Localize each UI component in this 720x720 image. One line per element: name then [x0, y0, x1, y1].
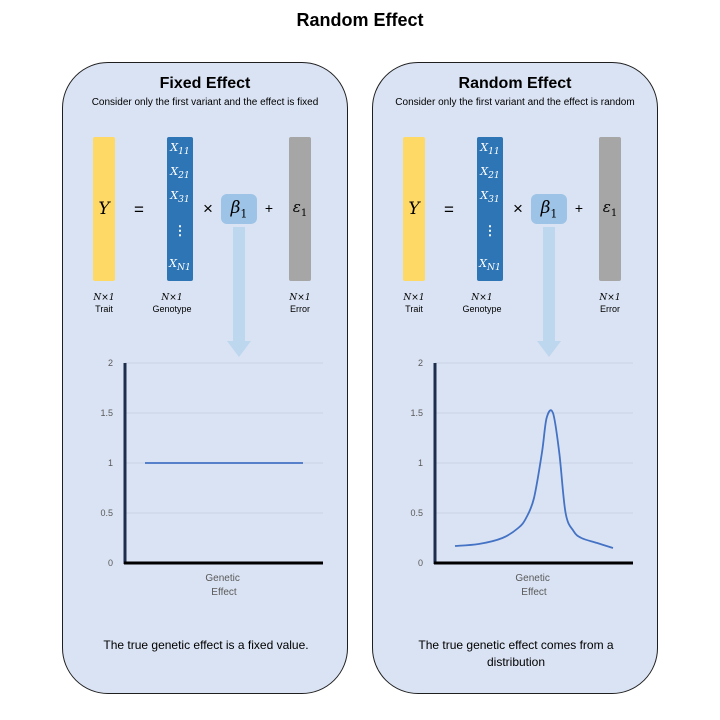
fixed-effect-panel: Fixed Effect Consider only the first var… [62, 62, 348, 694]
genotype-entry: X21 [170, 165, 190, 182]
trait-dimension: N×1 Trait [403, 293, 425, 314]
genotype-entry: X31 [170, 189, 190, 206]
plus-sign: + [574, 200, 584, 216]
genotype-entry: X11 [480, 141, 500, 158]
genotype-bar: X11 X21 X31 ⋮ XN1 [477, 137, 503, 281]
y-tick-label: 2 [108, 358, 113, 368]
panel-caption: The true genetic effect is a fixed value… [103, 638, 309, 652]
beta-box [531, 194, 567, 224]
equals-sign: = [134, 200, 144, 219]
beta-symbol: β1 [540, 198, 558, 221]
trait-bar [93, 137, 115, 281]
genotype-ellipsis: ⋮ [483, 223, 497, 238]
effect-chart: 0 0.5 1 1.5 2 Genetic Effect [410, 358, 633, 598]
page-title: Random Effect [296, 10, 424, 30]
x-axis-label: Genetic Effect [515, 573, 552, 598]
error-dimension: N×1 Error [289, 293, 311, 314]
error-symbol: ε1 [602, 198, 618, 219]
genotype-entry: XN1 [169, 257, 191, 274]
trait-symbol: Y [408, 199, 420, 219]
genotype-entry: X21 [480, 165, 500, 182]
trait-symbol: Y [98, 199, 110, 219]
equals-sign: = [444, 200, 454, 219]
genotype-ellipsis: ⋮ [173, 223, 187, 238]
plus-sign: + [264, 200, 274, 216]
y-tick-label: 1 [108, 458, 113, 468]
times-sign: × [203, 199, 213, 218]
y-tick-label: 0 [108, 558, 113, 568]
error-bar [289, 137, 311, 281]
genotype-entry: X31 [480, 189, 500, 206]
down-arrow-icon [227, 227, 251, 357]
times-sign: × [513, 199, 523, 218]
panel-title: Fixed Effect [159, 75, 251, 92]
beta-box [221, 194, 257, 224]
effect-chart: 0 0.5 1 1.5 2 Genetic Effect [100, 358, 323, 598]
beta-symbol: β1 [230, 198, 248, 221]
error-bar [599, 137, 621, 281]
y-tick-label: 1.5 [100, 408, 113, 418]
y-tick-label: 0.5 [100, 508, 113, 518]
panel-title: Random Effect [458, 75, 572, 92]
x-axis-label: Genetic Effect [205, 573, 242, 598]
genotype-bar: X11 X21 X31 ⋮ XN1 [167, 137, 193, 281]
y-tick-label: 1.5 [410, 408, 423, 418]
genotype-entry: X11 [170, 141, 190, 158]
y-tick-label: 0 [418, 558, 423, 568]
panel-caption: The true genetic effect comes from a dis… [418, 638, 614, 669]
y-tick-label: 0.5 [410, 508, 423, 518]
panel-subtitle: Consider only the first variant and the … [395, 97, 635, 108]
error-symbol: ε1 [292, 198, 308, 219]
error-dimension: N×1 Error [599, 293, 621, 314]
genotype-dimension: N×1 Genotype [462, 293, 502, 314]
genotype-entry: XN1 [479, 257, 501, 274]
down-arrow-icon [537, 227, 561, 357]
y-tick-label: 1 [418, 458, 423, 468]
y-tick-label: 2 [418, 358, 423, 368]
panel-subtitle: Consider only the first variant and the … [91, 97, 319, 108]
trait-bar [403, 137, 425, 281]
random-effect-panel: Random Effect Consider only the first va… [372, 62, 658, 694]
effect-line [454, 409, 614, 549]
trait-dimension: N×1 Trait [93, 293, 115, 314]
genotype-dimension: N×1 Genotype [152, 293, 192, 314]
